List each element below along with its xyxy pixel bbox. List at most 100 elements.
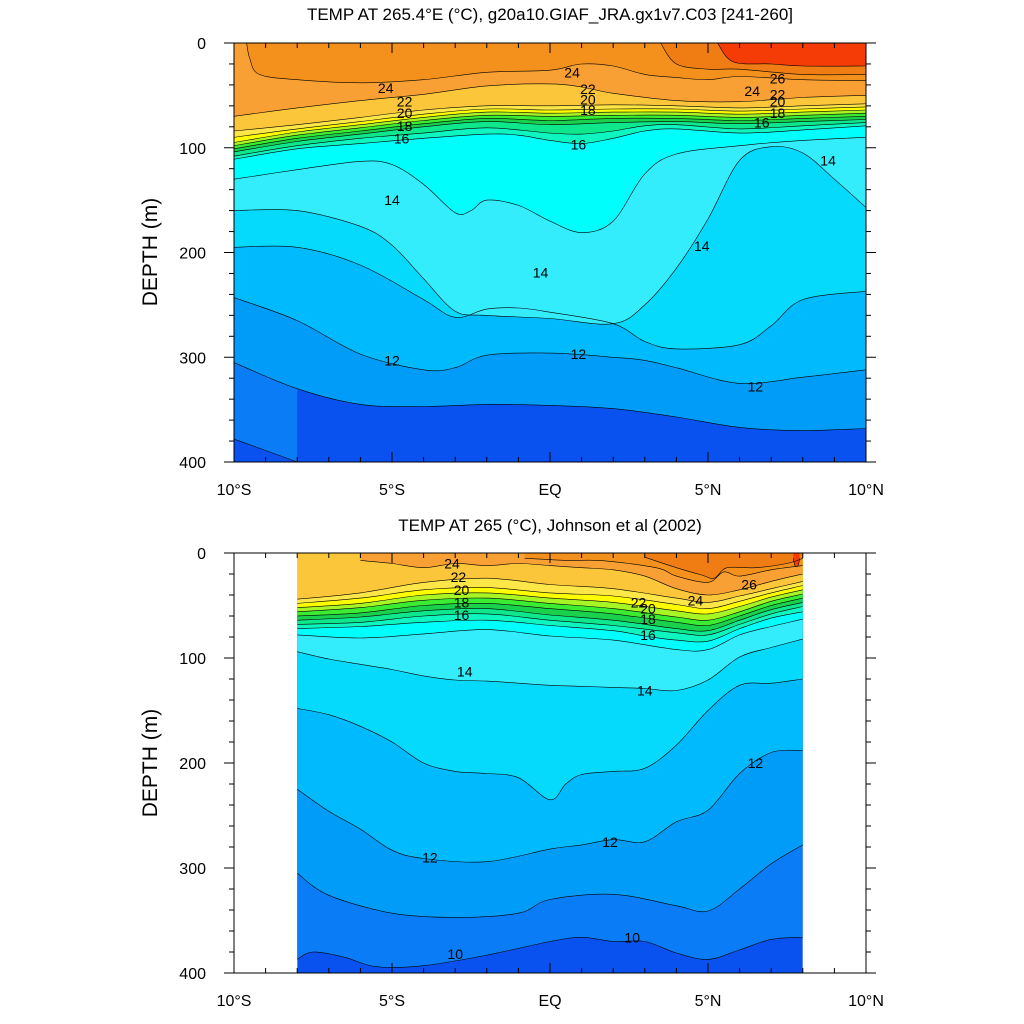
isotherm-24 <box>360 560 803 596</box>
x-tick-label: 10°S <box>217 482 252 499</box>
contour-label: 16 <box>640 627 656 643</box>
x-tick-label: 5°N <box>695 482 722 499</box>
isotherm-14 <box>234 146 866 325</box>
y-tick-label: 200 <box>179 246 206 263</box>
x-tick-label: 10°N <box>848 993 884 1010</box>
isotherm-26 <box>660 43 866 76</box>
contour-label: 10 <box>624 929 640 945</box>
x-tick-label: 5°S <box>379 482 405 499</box>
x-tick-label: 10°N <box>848 482 884 499</box>
y-axis-label: DEPTH (m) <box>139 198 162 307</box>
contour-label: 22 <box>770 86 786 102</box>
axes: 10°S 5°S EQ 5°N 10°N 0 100 200 300 400 <box>179 36 884 499</box>
contour-label: 20 <box>770 94 786 110</box>
isotherm-17 <box>297 606 803 636</box>
contour-label: 20 <box>580 92 596 108</box>
contour-label: 12 <box>748 379 764 395</box>
contour-label: 20 <box>397 105 413 121</box>
isotherm-20 <box>297 593 803 621</box>
x-tick-label: EQ <box>538 482 561 499</box>
axes: 10°S 5°S EQ 5°N 10°N 0 100 200 300 400 <box>179 546 884 1010</box>
y-tick-label: 0 <box>197 546 206 563</box>
panel-title: TEMP AT 265 (°C), Johnson et al (2002) <box>398 516 702 535</box>
y-tick-label: 400 <box>179 455 206 472</box>
isotherm-18 <box>297 602 803 632</box>
y-tick-label: 200 <box>179 756 206 773</box>
isotherm-12 <box>234 297 866 384</box>
isotherm-11 <box>234 362 866 431</box>
contour-label: 24 <box>444 556 460 572</box>
contour-label: 24 <box>744 83 760 99</box>
contour-label: 24 <box>688 592 704 608</box>
isotherm-19 <box>234 116 866 150</box>
contour-label: 14 <box>384 192 400 208</box>
contour-label: 10 <box>447 946 463 962</box>
isotherm-22 <box>297 585 803 609</box>
panel-title: TEMP AT 265.4°E (°C), g20a10.GIAF_JRA.gx… <box>307 5 793 24</box>
isotherm-20 <box>234 112 866 146</box>
model-temperature-panel: TEMP AT 265.4°E (°C), g20a10.GIAF_JRA.gx… <box>139 5 884 499</box>
isotherm-14 <box>297 638 803 692</box>
isotherm-15 <box>297 618 803 652</box>
isotherm-26 <box>644 556 803 579</box>
isotherm-10 <box>234 438 298 462</box>
isotherm-25 <box>524 558 803 583</box>
isotherm-23 <box>234 103 866 132</box>
isotherm-16 <box>297 611 803 643</box>
isotherm-19 <box>297 597 803 627</box>
isotherm-10 <box>297 936 803 968</box>
contour-label: 18 <box>580 102 596 118</box>
contour-label: 16 <box>394 130 410 146</box>
contour-label: 26 <box>741 577 757 593</box>
contour-label: 16 <box>571 137 587 153</box>
contour-label: 14 <box>820 152 836 168</box>
contour-label: 12 <box>571 346 587 362</box>
isotherm-25 <box>246 43 866 84</box>
temperature-fill <box>297 553 803 973</box>
contour-label: 20 <box>454 582 470 598</box>
isotherm-15 <box>234 137 866 233</box>
x-tick-label: EQ <box>538 993 561 1010</box>
contour-label: 12 <box>422 850 438 866</box>
isotherm-21 <box>234 109 866 143</box>
contour-label: 22 <box>580 81 596 97</box>
isotherm-23 <box>297 577 803 603</box>
contour-label: 12 <box>602 834 618 850</box>
x-tick-label: 10°S <box>217 993 252 1010</box>
contour-label: 24 <box>378 80 394 96</box>
y-tick-label: 100 <box>179 651 206 668</box>
contour-label: 24 <box>564 64 580 80</box>
temperature-band <box>717 43 866 67</box>
isotherm-27 <box>793 558 800 567</box>
contour-label: 18 <box>397 118 413 134</box>
temperature-band <box>793 553 800 567</box>
contour-label: 12 <box>384 352 400 368</box>
isotherm-27 <box>717 43 866 67</box>
isotherm-24 <box>234 83 866 117</box>
y-axis-label: DEPTH (m) <box>139 709 162 818</box>
isotherm-21 <box>297 589 803 615</box>
observed-temperature-panel: TEMP AT 265 (°C), Johnson et al (2002) D… <box>139 516 884 1010</box>
contour-label: 16 <box>454 607 470 623</box>
x-tick-label: 5°S <box>379 993 405 1010</box>
contour-label: 18 <box>454 594 470 610</box>
isotherm-lines <box>297 556 803 968</box>
contour-label: 22 <box>397 94 413 110</box>
contour-label: 14 <box>457 664 473 680</box>
temperature-band <box>644 553 803 579</box>
contour-label: 14 <box>533 264 549 280</box>
contour-label: 14 <box>637 683 653 699</box>
contour-label: 20 <box>640 601 656 617</box>
contour-label: 26 <box>770 71 786 87</box>
contour-label: 18 <box>770 105 786 121</box>
contour-label: 18 <box>640 611 656 627</box>
contour-label: 22 <box>631 594 647 610</box>
isotherm-16 <box>234 125 866 160</box>
isotherm-lines <box>234 43 866 462</box>
isotherm-13 <box>297 678 803 801</box>
isotherm-18 <box>234 119 866 153</box>
contour-label: 12 <box>748 755 764 771</box>
contour-label: 14 <box>694 238 710 254</box>
contour-label: 16 <box>754 115 770 131</box>
